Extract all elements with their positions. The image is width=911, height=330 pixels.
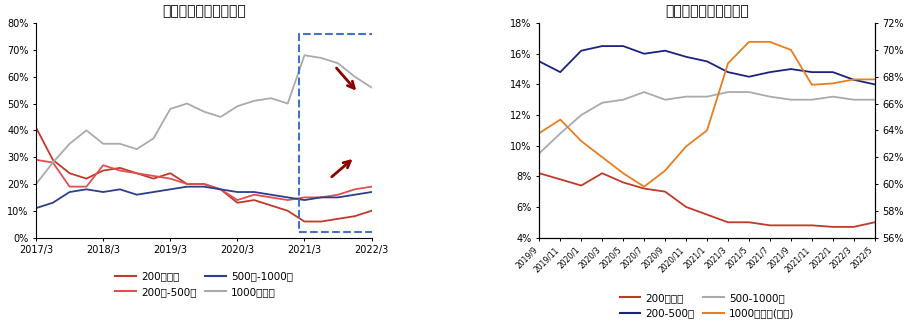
Legend: 200亿以下, 200亿-500亿, 500亿-1000亿, 1000亿以上: 200亿以下, 200亿-500亿, 500亿-1000亿, 1000亿以上 [111, 268, 297, 301]
Bar [300, 34, 376, 232]
Title: 北向资金持股市值占比: 北向资金持股市值占比 [665, 4, 749, 18]
Title: 公募基金持股市值占比: 公募基金持股市值占比 [162, 4, 246, 18]
Legend: 200亿以下, 200-500亿, 500-1000亿, 1000亿以上(右轴): 200亿以下, 200-500亿, 500-1000亿, 1000亿以上(右轴) [615, 289, 799, 322]
